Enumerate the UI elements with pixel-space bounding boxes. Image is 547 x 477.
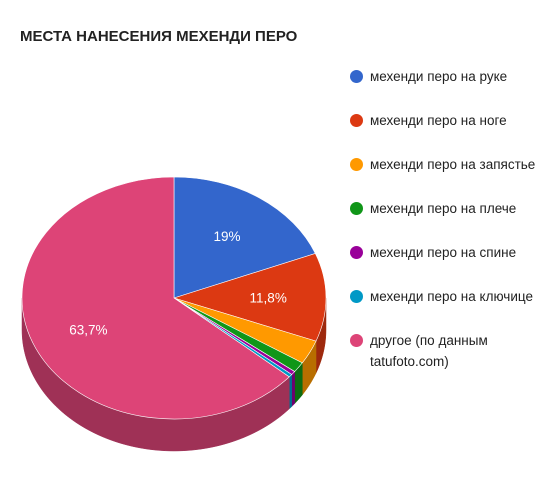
legend-swatch-icon <box>350 334 363 347</box>
legend-label: мехенди перо на ноге <box>370 113 507 128</box>
legend-item-6[interactable]: другое (по данным tatufoto.com) <box>350 330 540 374</box>
chart-title: МЕСТА НАНЕСЕНИЯ МЕХЕНДИ ПЕРО <box>20 28 298 45</box>
legend-swatch-icon <box>350 290 363 303</box>
pie-side-5 <box>289 373 292 410</box>
legend-label: мехенди перо на запястье <box>370 157 536 172</box>
legend-item-4[interactable]: мехенди перо на спине <box>350 242 540 286</box>
legend-label: мехенди перо на спине <box>370 245 517 260</box>
legend-label: другое (по данным tatufoto.com) <box>370 333 488 369</box>
chart-legend: мехенди перо на руке мехенди перо на ноге… <box>350 66 540 374</box>
legend-label: мехенди перо на ключице <box>370 289 533 304</box>
pie-side-4 <box>291 370 295 408</box>
legend-label: мехенди перо на руке <box>370 69 508 84</box>
pie-data-label-1: 11,8% <box>250 291 287 306</box>
legend-swatch-icon <box>350 246 363 259</box>
legend-swatch-icon <box>350 158 363 171</box>
legend-swatch-icon <box>350 202 363 215</box>
pie-slice-6[interactable] <box>21 176 290 420</box>
pie-slice-1[interactable] <box>172 253 327 342</box>
legend-item-1[interactable]: мехенди перо на ноге <box>350 110 540 154</box>
legend-item-0[interactable]: мехенди перо на руке <box>350 66 540 110</box>
pie-data-label-6: 63,7% <box>69 322 107 337</box>
legend-item-3[interactable]: мехенди перо на плече <box>350 198 540 242</box>
legend-swatch-icon <box>350 114 363 127</box>
legend-label: мехенди перо на плече <box>370 201 517 216</box>
pie-data-label-0: 19% <box>213 229 240 244</box>
pie-slice-0[interactable] <box>173 176 316 299</box>
legend-item-2[interactable]: мехенди перо на запястье <box>350 154 540 198</box>
legend-swatch-icon <box>350 70 363 83</box>
legend-item-5[interactable]: мехенди перо на ключице <box>350 286 540 330</box>
